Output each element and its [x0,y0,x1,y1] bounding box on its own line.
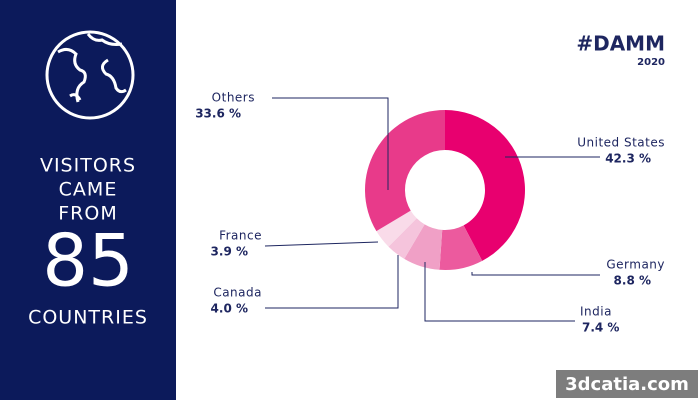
slice-value: 33.6 % [195,107,241,121]
slice [365,110,445,232]
slice-value: 42.3 % [605,152,651,166]
panel-footer: COUNTRIES [28,307,148,329]
leader-line [272,97,389,190]
slice-value: 4.0 % [211,302,248,316]
logo-name: #DAMM [576,32,665,56]
slice-label: Canada [213,286,262,300]
slice-value: 8.8 % [614,274,651,288]
slice-value: 7.4 % [582,321,619,335]
leader-line [471,272,600,276]
slice-label: United States [577,136,665,150]
slice-label: India [580,305,612,319]
watermark-bg [556,370,698,398]
slice-label: Germany [606,258,665,272]
slice-value: 3.9 % [211,245,248,259]
globe-icon [45,30,135,120]
panel-count: 85 [42,219,134,303]
panel-line: CAME [59,179,118,201]
panel-line: FROM [58,203,117,225]
slice-label: France [219,229,262,243]
leader-line [264,241,379,247]
panel-line: VISITORS [40,155,136,177]
leader-line [265,255,399,309]
slice [404,224,443,270]
logo-year: 2020 [637,57,665,68]
slice [439,225,483,270]
slice-label: Others [212,91,255,105]
slice [388,218,425,259]
slice [445,110,526,261]
slice [376,210,417,247]
leader-line [424,262,575,322]
side-panel [0,0,176,400]
watermark: 3dcatia.com [565,374,689,395]
